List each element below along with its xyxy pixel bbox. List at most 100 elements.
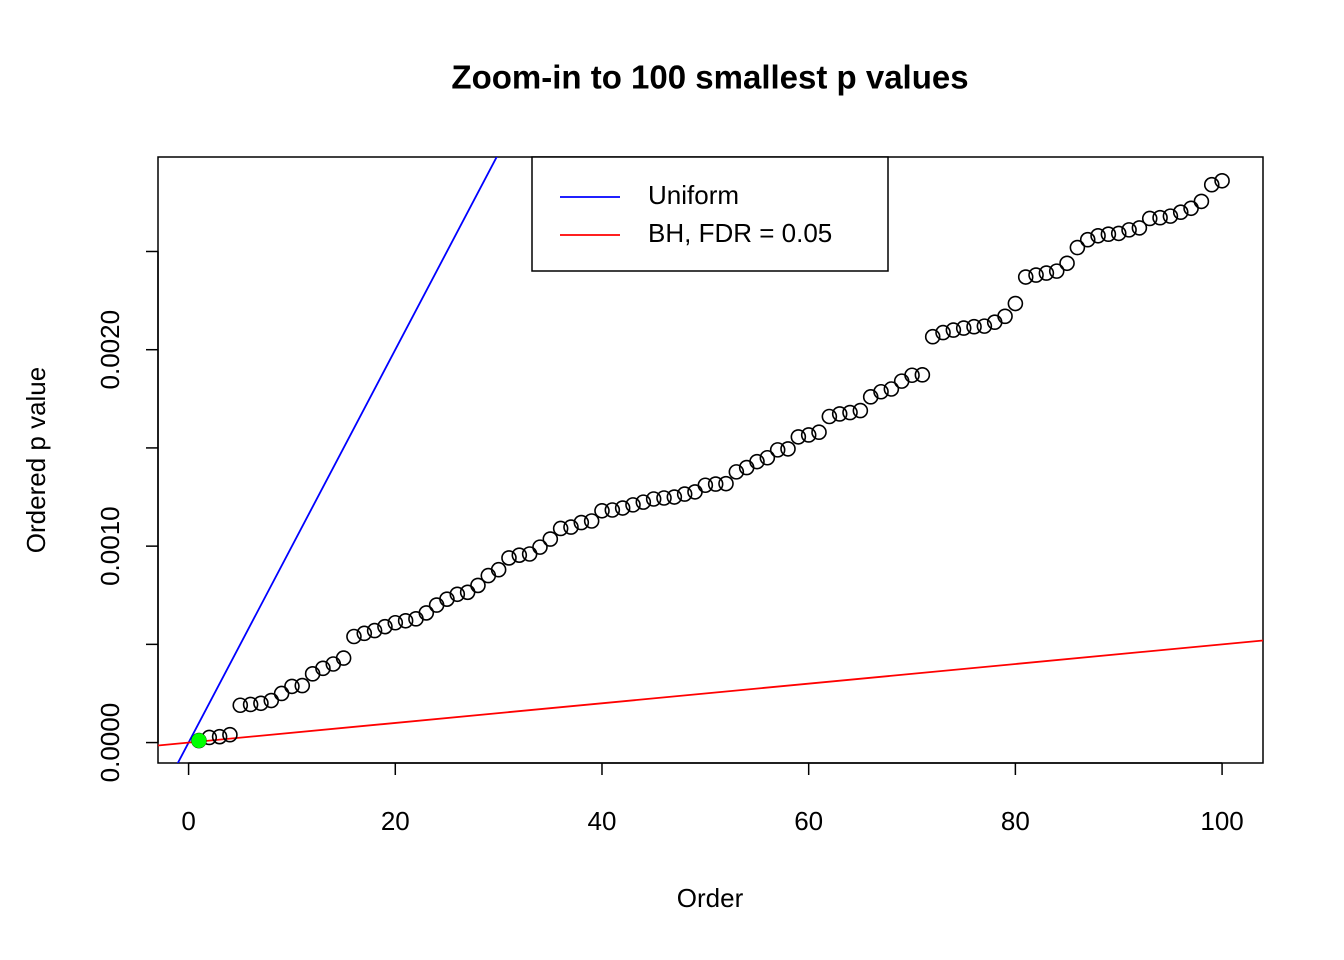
point (914, 367, 931, 383)
point (842, 404, 858, 421)
point (945, 322, 962, 338)
point (1214, 172, 1230, 189)
point (335, 650, 352, 666)
point (1090, 227, 1106, 244)
point (1152, 209, 1168, 226)
point (397, 612, 414, 629)
point (594, 502, 610, 519)
y-tick-label: 0.0000 (95, 703, 125, 783)
point (635, 494, 652, 510)
x-tick-label: 40 (588, 806, 617, 836)
point (790, 429, 807, 445)
point (873, 383, 889, 400)
point (387, 614, 404, 631)
legend-box (531, 156, 889, 272)
x-axis-title: Order (677, 883, 744, 913)
point (377, 618, 393, 635)
point (759, 449, 776, 466)
highlight-point (191, 733, 207, 749)
x-tick-label: 80 (1001, 806, 1030, 836)
point (1121, 222, 1137, 238)
point (676, 486, 693, 502)
point (211, 728, 228, 745)
point (1141, 210, 1158, 227)
point (976, 318, 993, 334)
point (552, 520, 569, 537)
x-tick-label: 100 (1200, 806, 1243, 836)
point (273, 685, 290, 702)
point (924, 328, 941, 345)
chart-title: Zoom-in to 100 smallest p values (451, 59, 968, 96)
point (1028, 267, 1044, 283)
point (831, 406, 848, 422)
y-tick-label: 0.0020 (95, 310, 125, 390)
point (893, 373, 910, 389)
point (935, 324, 951, 341)
point (428, 597, 445, 613)
point (418, 605, 435, 621)
point (232, 697, 249, 714)
point (656, 490, 672, 506)
point (1079, 231, 1096, 248)
point (563, 519, 579, 535)
point (263, 692, 280, 709)
point (718, 475, 734, 492)
point (449, 586, 466, 603)
point (532, 539, 548, 555)
point (1069, 239, 1086, 256)
point (614, 500, 631, 516)
point (604, 502, 621, 518)
point (480, 567, 497, 584)
point (542, 531, 559, 547)
point (1131, 220, 1148, 236)
point (408, 611, 424, 627)
point (955, 320, 972, 336)
point (852, 402, 869, 419)
point (1193, 193, 1210, 210)
x-tick-label: 60 (794, 806, 823, 836)
point (749, 453, 765, 470)
legend-label: BH, FDR = 0.05 (648, 218, 832, 248)
point (366, 622, 383, 639)
point (470, 577, 486, 594)
point (1048, 263, 1065, 279)
point (1162, 208, 1179, 224)
point (1172, 204, 1189, 220)
point (904, 367, 920, 384)
point (780, 441, 796, 457)
point (1038, 265, 1055, 281)
point (645, 491, 662, 507)
point (439, 591, 455, 607)
point (997, 308, 1013, 325)
point (966, 318, 982, 335)
point (346, 628, 362, 645)
point (459, 584, 476, 601)
point (284, 678, 300, 695)
point (253, 695, 269, 712)
point (1059, 255, 1075, 272)
point (222, 726, 238, 743)
y-axis-title: Ordered p value (21, 367, 51, 553)
point (501, 550, 517, 566)
point (490, 561, 507, 578)
point (294, 677, 311, 694)
reference-line (176, 157, 498, 763)
x-tick-label: 0 (181, 806, 195, 836)
point (511, 547, 528, 563)
point (1203, 176, 1220, 193)
point (687, 484, 703, 500)
point (862, 389, 879, 405)
point (728, 464, 745, 480)
x-tick-label: 20 (381, 806, 410, 836)
point (769, 442, 786, 458)
reference-line (158, 639, 1263, 747)
reference-lines (158, 157, 1263, 763)
point (356, 625, 373, 642)
point (821, 408, 838, 425)
point (666, 489, 683, 505)
point (707, 476, 724, 492)
point (1100, 226, 1117, 242)
point (573, 514, 590, 531)
point (521, 546, 538, 562)
